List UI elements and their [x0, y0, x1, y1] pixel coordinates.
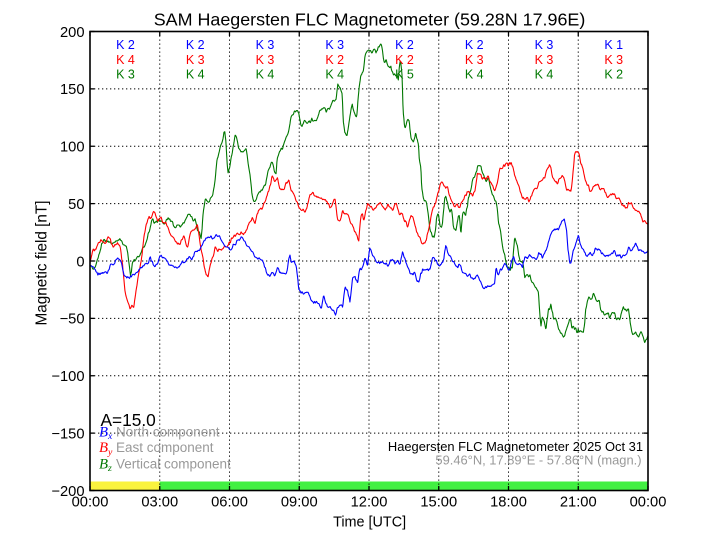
svg-text:K 2: K 2 [186, 38, 205, 52]
svg-text:North component: North component [116, 424, 220, 439]
svg-text:21:00: 21:00 [560, 495, 597, 511]
svg-text:K 2: K 2 [395, 53, 414, 67]
svg-text:−150: −150 [51, 426, 84, 442]
svg-text:06:00: 06:00 [211, 495, 248, 511]
svg-text:100: 100 [60, 140, 85, 156]
svg-text:K 2: K 2 [604, 68, 623, 82]
svg-text:Magnetic field [nT]: Magnetic field [nT] [34, 201, 51, 326]
svg-text:−50: −50 [60, 312, 85, 328]
svg-text:09:00: 09:00 [281, 495, 318, 511]
svg-text:59.46°N, 17.89°E - 57.86°N (ma: 59.46°N, 17.89°E - 57.86°N (magn.) [435, 453, 641, 468]
svg-text:K 3: K 3 [535, 38, 554, 52]
svg-text:15:00: 15:00 [420, 495, 457, 511]
svg-text:50: 50 [68, 197, 84, 213]
svg-text:00:00: 00:00 [72, 495, 109, 511]
svg-text:K 2: K 2 [325, 53, 344, 67]
svg-text:K 3: K 3 [465, 53, 484, 67]
svg-text:K 4: K 4 [325, 68, 344, 82]
svg-text:Time [UTC]: Time [UTC] [333, 515, 406, 531]
svg-text:−100: −100 [51, 369, 84, 385]
svg-text:K 4: K 4 [256, 68, 275, 82]
svg-text:03:00: 03:00 [141, 495, 178, 511]
svg-text:A=15.0: A=15.0 [101, 410, 156, 430]
svg-text:K 4: K 4 [465, 68, 484, 82]
svg-text:K 3: K 3 [604, 53, 623, 67]
svg-text:K 1: K 1 [604, 38, 623, 52]
svg-text:−200: −200 [51, 484, 84, 500]
svg-text:K 3: K 3 [116, 68, 135, 82]
svg-text:K 2: K 2 [395, 38, 414, 52]
svg-text:K 3: K 3 [186, 53, 205, 67]
svg-text:K 5: K 5 [395, 68, 414, 82]
svg-text:K 2: K 2 [116, 38, 135, 52]
svg-text:K 2: K 2 [465, 38, 484, 52]
svg-text:K 3: K 3 [325, 38, 344, 52]
svg-text:200: 200 [60, 25, 85, 41]
svg-text:K 4: K 4 [535, 68, 554, 82]
svg-text:Haegersten FLC Magnetometer 20: Haegersten FLC Magnetometer 2025 Oct 31 [388, 439, 643, 454]
svg-text:Vertical component: Vertical component [116, 456, 231, 471]
svg-text:00:00: 00:00 [630, 495, 667, 511]
svg-text:SAM Haegersten FLC Magnetomete: SAM Haegersten FLC Magnetometer (59.28N … [154, 10, 586, 30]
svg-text:K 3: K 3 [256, 53, 275, 67]
svg-text:150: 150 [60, 82, 85, 98]
svg-text:K 4: K 4 [116, 53, 135, 67]
svg-text:K 3: K 3 [256, 38, 275, 52]
svg-text:0: 0 [76, 254, 84, 270]
svg-text:East component: East component [116, 440, 214, 455]
svg-text:K 4: K 4 [186, 68, 205, 82]
svg-text:12:00: 12:00 [351, 495, 388, 511]
svg-text:18:00: 18:00 [490, 495, 527, 511]
svg-text:K 3: K 3 [535, 53, 554, 67]
